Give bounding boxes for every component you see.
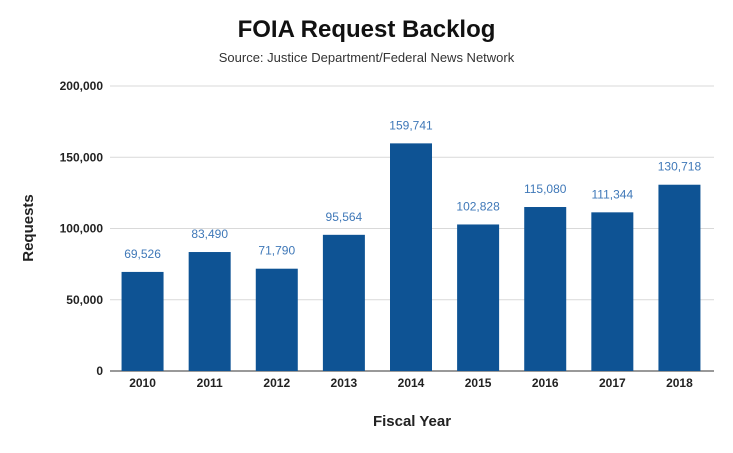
bar-2017: [591, 212, 634, 371]
bar-2013: [322, 234, 365, 371]
data-label-2018: 130,718: [658, 160, 702, 174]
data-label-2012: 71,790: [258, 244, 295, 258]
y-tick-label: 50,000: [66, 293, 103, 307]
bar-2014: [390, 143, 432, 371]
x-tick-label-2014: 2014: [398, 376, 425, 390]
y-tick-label: 0: [96, 364, 103, 378]
bars: [121, 143, 701, 371]
x-tick-label-2018: 2018: [666, 376, 693, 390]
data-label-2017: 111,344: [592, 187, 634, 201]
x-tick-label-2017: 2017: [599, 376, 626, 390]
bar-2010: [121, 271, 164, 371]
x-tick-label-2013: 2013: [331, 376, 358, 390]
y-tick-label: 100,000: [60, 222, 104, 236]
data-label-2011: 83,490: [191, 227, 228, 241]
y-axis-title: Requests: [20, 194, 37, 262]
y-tick-label: 200,000: [60, 79, 104, 93]
x-axis-title: Fiscal Year: [373, 413, 451, 430]
chart-subtitle: Source: Justice Department/Federal News …: [219, 50, 515, 65]
data-label-2014: 159,741: [389, 118, 433, 132]
data-labels: 69,526 83,490 71,790 95,564 159,741 102,828 11…: [124, 118, 701, 261]
y-axis-ticks: 0 50,000 100,000 150,000 200,000: [60, 79, 104, 378]
bar-2015: [457, 224, 500, 371]
bar-2012: [255, 268, 298, 371]
data-label-2013: 95,564: [326, 210, 363, 224]
x-tick-label-2011: 2011: [197, 376, 223, 390]
chart-title: FOIA Request Backlog: [238, 16, 496, 43]
bar-2018: [658, 184, 701, 371]
y-tick-label: 150,000: [60, 150, 104, 164]
bar-2016: [524, 207, 567, 371]
x-tick-label-2010: 2010: [129, 376, 156, 390]
data-label-2015: 102,828: [456, 199, 500, 213]
x-tick-label-2015: 2015: [465, 376, 492, 390]
x-tick-label-2016: 2016: [532, 376, 559, 390]
x-axis-ticks: 2010 2011 2012 2013 2014 2015 2016 2017 2018: [129, 376, 693, 390]
x-tick-label-2012: 2012: [263, 376, 290, 390]
data-label-2016: 115,080: [524, 182, 567, 196]
bar-2011: [188, 252, 231, 371]
data-label-2010: 69,526: [124, 247, 161, 261]
